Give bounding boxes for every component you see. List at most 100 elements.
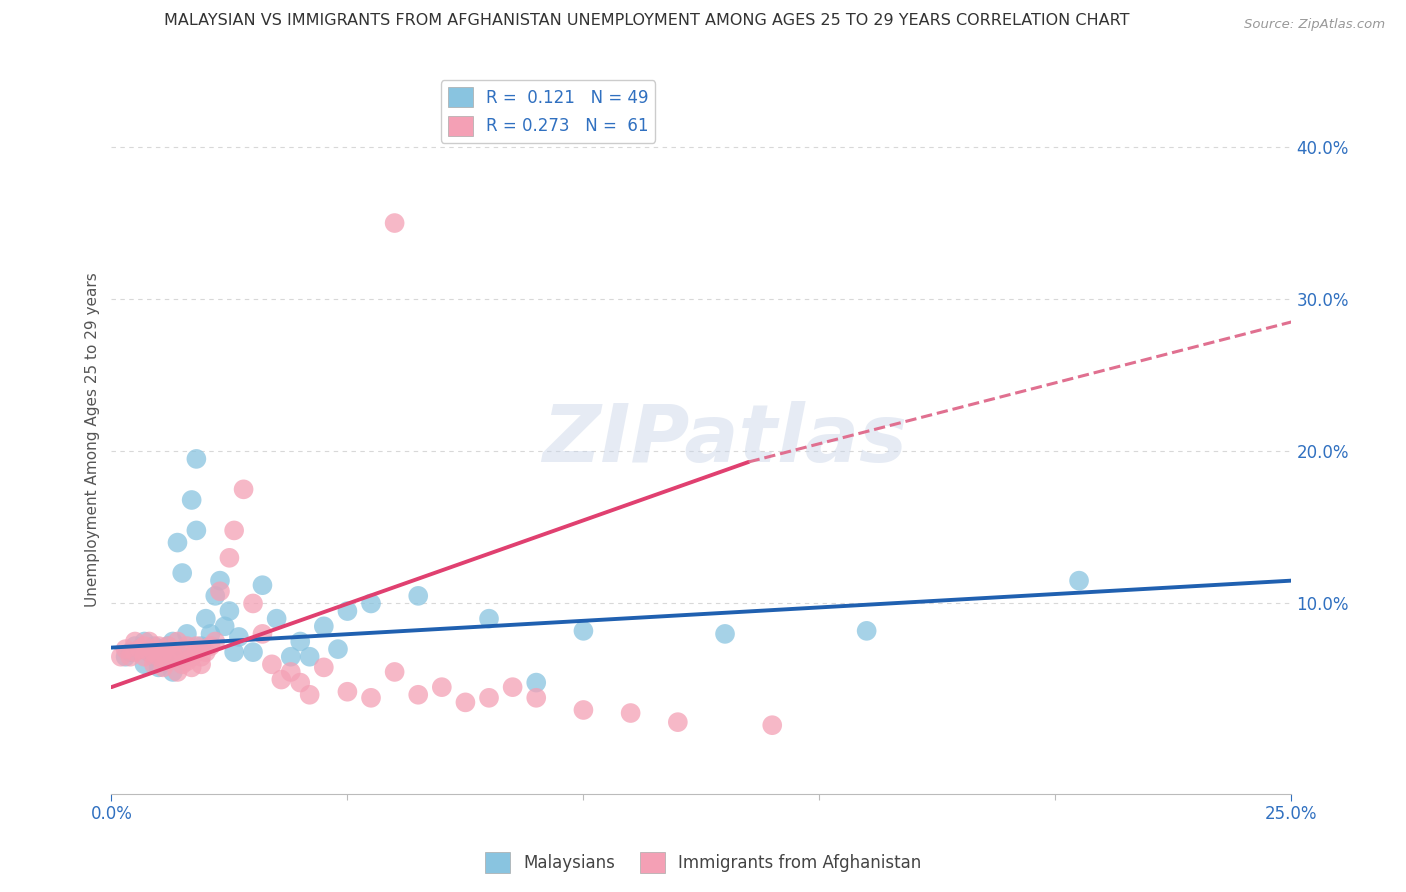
Point [128, 642, 150, 657]
Point [194, 645, 217, 659]
Point [120, 649, 142, 664]
Point [218, 550, 240, 565]
Point [186, 451, 208, 466]
Point [162, 645, 184, 659]
Point [430, 680, 453, 694]
Legend: R =  0.121   N = 49, R = 0.273   N =  61: R = 0.121 N = 49, R = 0.273 N = 61 [441, 80, 655, 143]
Point [478, 690, 501, 705]
Point [166, 665, 188, 679]
Point [298, 688, 321, 702]
Point [176, 639, 198, 653]
Point [232, 483, 254, 497]
Point [290, 634, 312, 648]
Point [280, 649, 302, 664]
Point [176, 627, 198, 641]
Point [1067, 574, 1090, 588]
Point [124, 639, 146, 653]
Point [138, 645, 160, 659]
Point [454, 695, 477, 709]
Point [120, 645, 142, 659]
Point [280, 665, 302, 679]
Point [172, 657, 194, 672]
Point [142, 649, 165, 664]
Point [200, 639, 222, 653]
Point [148, 642, 170, 657]
Point [134, 657, 156, 672]
Point [336, 604, 359, 618]
Point [208, 574, 231, 588]
Point [218, 604, 240, 618]
Point [714, 627, 737, 641]
Point [242, 597, 264, 611]
Text: MALAYSIAN VS IMMIGRANTS FROM AFGHANISTAN UNEMPLOYMENT AMONG AGES 25 TO 29 YEARS : MALAYSIAN VS IMMIGRANTS FROM AFGHANISTAN… [165, 13, 1129, 29]
Point [270, 673, 292, 687]
Point [242, 645, 264, 659]
Point [180, 660, 202, 674]
Point [572, 703, 595, 717]
Point [200, 627, 222, 641]
Point [326, 642, 349, 657]
Point [186, 645, 208, 659]
Point [138, 634, 160, 648]
Point [312, 619, 335, 633]
Point [360, 690, 382, 705]
Point [190, 639, 212, 653]
Point [384, 216, 406, 230]
Point [406, 688, 429, 702]
Point [172, 649, 194, 664]
Point [138, 645, 160, 659]
Point [180, 493, 202, 508]
Point [148, 639, 170, 653]
Legend: Malaysians, Immigrants from Afghanistan: Malaysians, Immigrants from Afghanistan [478, 846, 928, 880]
Point [228, 630, 250, 644]
Point [204, 589, 226, 603]
Point [110, 649, 132, 664]
Point [124, 645, 146, 659]
Point [172, 566, 194, 580]
Point [208, 584, 231, 599]
Point [524, 675, 547, 690]
Point [157, 639, 180, 653]
Point [142, 645, 165, 659]
Point [134, 634, 156, 648]
Text: Source: ZipAtlas.com: Source: ZipAtlas.com [1244, 18, 1385, 31]
Point [142, 639, 165, 653]
Point [148, 649, 170, 664]
Point [204, 634, 226, 648]
Point [186, 639, 208, 653]
Point [224, 645, 246, 659]
Point [128, 642, 150, 657]
Point [252, 578, 274, 592]
Point [157, 645, 180, 659]
Point [214, 619, 236, 633]
Point [572, 624, 595, 638]
Point [620, 706, 643, 720]
Point [152, 660, 174, 674]
Point [142, 657, 165, 672]
Point [157, 639, 180, 653]
Point [502, 680, 524, 694]
Point [260, 657, 283, 672]
Text: ZIPatlas: ZIPatlas [543, 401, 907, 479]
Point [162, 649, 184, 664]
Point [152, 645, 174, 659]
Point [290, 675, 312, 690]
Point [524, 690, 547, 705]
Point [224, 524, 246, 538]
Point [152, 649, 174, 664]
Point [157, 654, 180, 668]
Point [180, 649, 202, 664]
Point [478, 612, 501, 626]
Point [114, 649, 136, 664]
Point [666, 715, 689, 730]
Point [148, 660, 170, 674]
Point [360, 597, 382, 611]
Point [124, 634, 146, 648]
Point [190, 657, 212, 672]
Y-axis label: Unemployment Among Ages 25 to 29 years: Unemployment Among Ages 25 to 29 years [86, 272, 100, 607]
Point [134, 639, 156, 653]
Point [336, 684, 359, 698]
Point [384, 665, 406, 679]
Point [134, 649, 156, 664]
Point [252, 627, 274, 641]
